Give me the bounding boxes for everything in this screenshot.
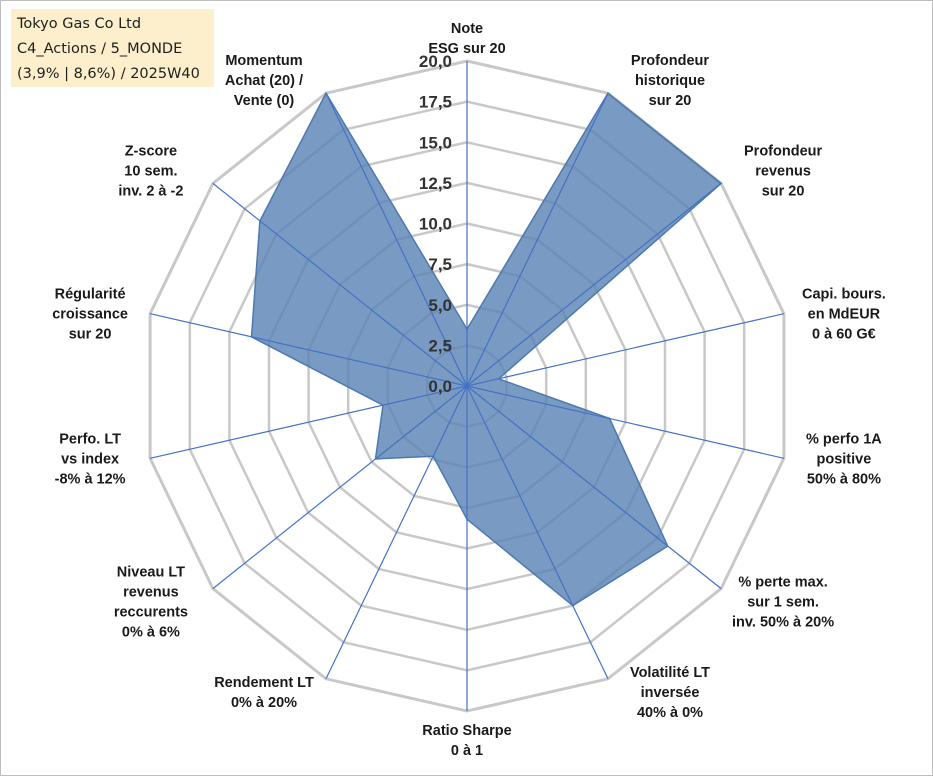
axis-label-line: Capi. bours. [802,287,886,303]
axis-label-line: vs index [61,451,119,467]
axis-label-line: inv. 50% à 20% [732,615,834,631]
axis-label: % perfo 1A positive 50% à 80% [806,431,882,487]
axis-label: Momentum Achat (20) / Vente (0) [225,53,303,109]
axis-label: Rendement LT 0% à 20% [214,675,314,711]
axis-label: Profondeur historique sur 20 [631,53,709,109]
info-company: Tokyo Gas Co Ltd [17,16,142,32]
axis-spoke [466,313,785,387]
info-category: C4_Actions / 5_MONDE [17,41,183,57]
axis-label: Profondeur revenus sur 20 [744,143,822,199]
tick-label: 12,5 [419,174,452,193]
axis-label-line: sur 20 [69,327,112,343]
axis-label-line: croissance [52,307,128,323]
axis-label-line: Vente (0) [234,93,295,109]
axis-label-line: reccurents [114,605,188,621]
axis-label-line: Note [451,21,483,37]
axis-label-line: sur 20 [649,93,692,109]
axis-label-line: historique [635,73,705,89]
spoke-layer [149,61,785,711]
axis-spoke [466,385,785,459]
axis-label: Note ESG sur 20 [428,21,505,57]
axis-label-line: 0 à 60 G€ [812,327,876,343]
info-box: Tokyo Gas Co Ltd C4_Actions / 5_MONDE (3… [11,9,214,87]
tick-label: 7,5 [428,255,452,274]
axis-label-line: Profondeur [744,143,822,159]
axis-spoke [212,385,468,590]
axis-label-line: Régularité [55,287,126,303]
axis-label-line: Volatilité LT [630,665,710,681]
axis-label-line: Momentum [225,53,302,69]
tick-label: 2,5 [428,336,452,355]
axis-label-line: 40% à 0% [637,705,703,721]
tick-label: 20,0 [419,52,452,71]
axis-label-line: Profondeur [631,53,709,69]
axis-label-line: % perfo 1A [806,431,882,447]
axis-spoke [466,385,609,680]
axis-label: Capi. bours. en MdEUR 0 à 60 G€ [802,287,886,343]
axis-label-line: revenus [755,163,811,179]
axis-label-line: -8% à 12% [55,471,126,487]
axis-label-line: 50% à 80% [807,471,881,487]
axis-label-line: Perfo. LT [59,431,121,447]
series-layer [250,91,723,607]
axis-spoke [466,92,609,387]
info-performance: (3,9% | 8,6%) / 2025W40 [17,66,200,82]
tick-label: 10,0 [419,215,452,234]
axis-spoke [212,182,468,387]
axis-label: Ratio Sharpe 0 à 1 [422,723,511,759]
axis-label-line: Z-score [125,143,177,159]
axis-spoke [149,313,468,387]
axis-label: Perfo. LT vs index -8% à 12% [55,431,126,487]
axis-label-line: Ratio Sharpe [422,723,511,739]
axis-label-line: 0% à 20% [231,695,297,711]
axis-label: Volatilité LT inversée 40% à 0% [630,665,710,721]
axis-label-line: Niveau LT [117,565,185,581]
axis-label-line: sur 1 sem. [747,595,819,611]
tick-label: 15,0 [419,133,452,152]
axis-label: Z-score 10 sem. inv. 2 à -2 [118,143,183,199]
axis-label: % perte max. sur 1 sem. inv. 50% à 20% [732,575,834,631]
axis-label-line: % perte max. [738,575,827,591]
axis-spoke [149,385,468,459]
axis-label-line: Rendement LT [214,675,314,691]
tick-label: 17,5 [419,93,452,112]
axis-label: Niveau LT revenus reccurents 0% à 6% [114,565,188,641]
axis-label-line: en MdEUR [808,307,881,323]
tick-layer: 0,0 2,5 5,0 7,5 10,0 12,5 15,0 17,5 20,0 [419,52,452,396]
axis-label: Régularité croissance sur 20 [52,287,128,343]
axis-label-line: 10 sem. [124,163,177,179]
axis-spoke [325,385,468,680]
axis-label-line: positive [817,451,872,467]
axis-spoke [466,182,722,387]
axis-label-line: 0% à 6% [122,625,180,641]
tick-label: 5,0 [428,296,452,315]
axis-spoke [466,385,722,590]
axis-label-line: 0 à 1 [451,743,483,759]
tick-label: 0,0 [428,377,452,396]
axis-spoke [325,92,468,387]
axis-label-line: inversée [641,685,700,701]
axis-label-line: sur 20 [762,183,805,199]
series-area [250,91,723,607]
axis-label-line: inv. 2 à -2 [118,183,183,199]
axis-label-line: Achat (20) / [225,73,303,89]
label-layer: Note ESG sur 20 Profondeur historique sur 20… [52,21,886,759]
axis-label-line: ESG sur 20 [428,41,505,57]
axis-label-line: revenus [123,585,179,601]
